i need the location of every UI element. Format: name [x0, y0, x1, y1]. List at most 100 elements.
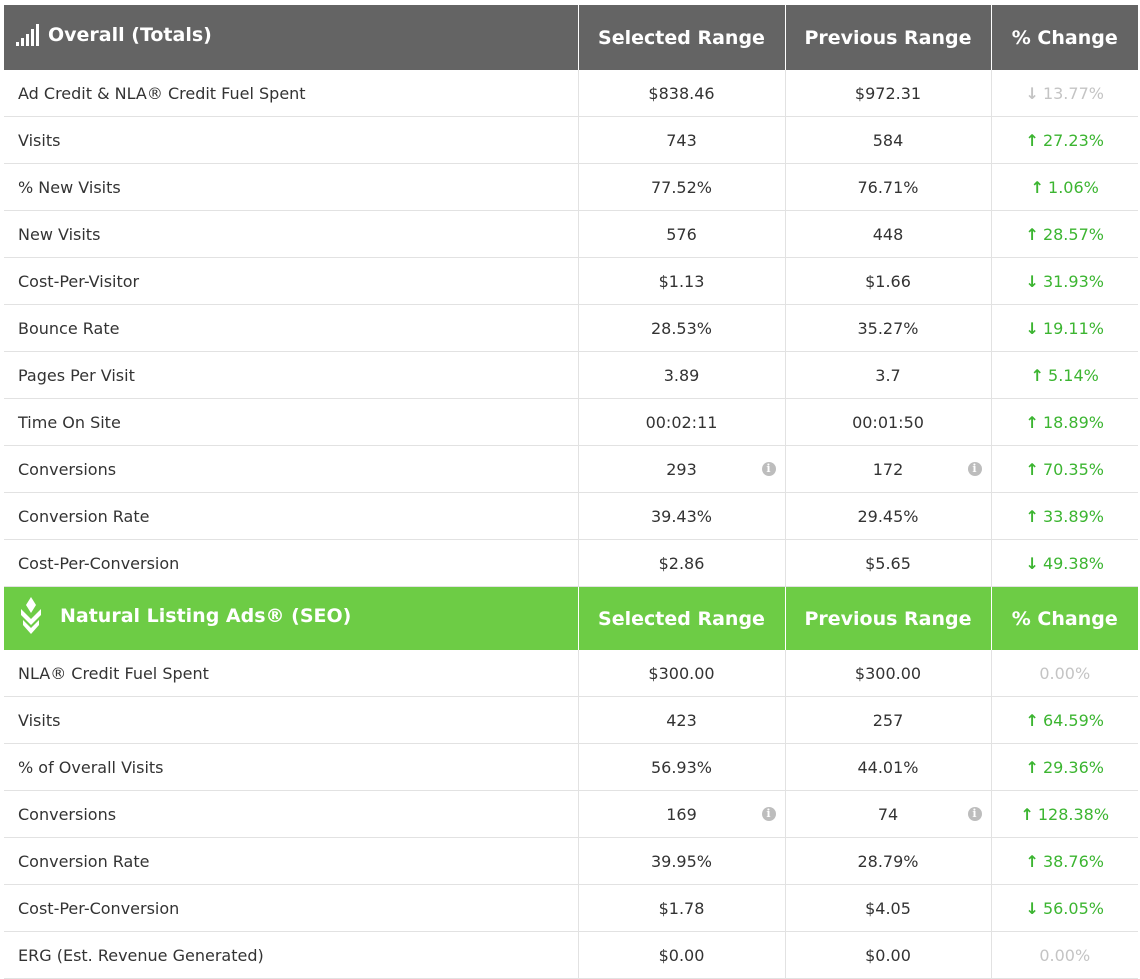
previous-value: $300.00	[854, 663, 922, 683]
info-icon[interactable]: i	[761, 462, 776, 476]
selected-value: 576	[666, 224, 697, 244]
change-indicator: ↓ 56.05%	[1026, 899, 1104, 918]
change-indicator: ↑ 5.14%	[1031, 366, 1099, 385]
arrow-up-icon: ↑	[1025, 710, 1039, 730]
change-cell: ↑ 27.23%	[990, 116, 1138, 164]
previous-value: $972.31	[854, 83, 922, 103]
selected-value: $300.00	[648, 663, 715, 683]
overall-title: Overall (Totals)	[48, 24, 212, 46]
selected-value: $838.46	[648, 83, 715, 103]
change-cell: ↑ 64.59%	[990, 696, 1138, 744]
selected-value: 39.95%	[650, 851, 712, 871]
table-row: Time On Site 00:02:11 00:01:50 ↑ 18.89%	[4, 398, 1138, 446]
arrow-down-icon: ↓	[1025, 271, 1039, 291]
metric-label: Visits	[4, 696, 578, 744]
selected-value-cell: $1.78	[577, 884, 785, 932]
selected-value: 423	[666, 710, 697, 730]
table-row: Bounce Rate 28.53% 35.27% ↓ 19.11%	[4, 304, 1138, 352]
metric-label: Time On Site	[4, 398, 578, 446]
change-indicator: ↑ 38.76%	[1026, 852, 1104, 871]
previous-value: 44.01%	[857, 757, 919, 777]
table-row: Cost-Per-Conversion $1.78 $4.05 ↓ 56.05%	[4, 884, 1138, 932]
metric-label: % New Visits	[4, 163, 578, 211]
metric-label: New Visits	[4, 210, 578, 258]
overall-change-header: % Change	[990, 5, 1138, 70]
change-indicator: ↑ 70.35%	[1026, 460, 1104, 479]
selected-value: 00:02:11	[645, 412, 718, 432]
change-indicator: ↓ 19.11%	[1026, 319, 1104, 338]
change-cell: ↓ 19.11%	[990, 304, 1138, 352]
previous-value-cell: 44.01%	[784, 743, 991, 791]
info-icon[interactable]: i	[967, 807, 982, 821]
metric-label: NLA® Credit Fuel Spent	[4, 650, 578, 697]
info-icon[interactable]: i	[967, 462, 982, 476]
selected-value-cell: $0.00	[577, 931, 785, 979]
change-cell: ↑ 128.38%	[990, 790, 1138, 838]
change-value: 70.35%	[1042, 459, 1104, 479]
selected-value-cell: 423	[577, 696, 785, 744]
metric-label: Cost-Per-Conversion	[4, 884, 578, 932]
change-value: 64.59%	[1042, 710, 1104, 730]
change-indicator: ↑ 33.89%	[1026, 507, 1104, 526]
arrow-up-icon: ↑	[1030, 365, 1045, 385]
selected-value-cell: 39.95%	[577, 837, 785, 885]
change-cell: ↑ 1.06%	[990, 163, 1138, 211]
arrow-up-icon: ↑	[1025, 224, 1039, 244]
overall-previous-range-header: Previous Range	[784, 5, 991, 70]
table-row: New Visits 576 448 ↑ 28.57%	[4, 210, 1138, 258]
change-cell: ↓ 49.38%	[990, 539, 1138, 587]
change-value: 5.14%	[1048, 365, 1099, 385]
table-row: Conversion Rate 39.43% 29.45% ↑ 33.89%	[4, 492, 1138, 540]
previous-value-cell: 584	[784, 116, 991, 164]
table-row: Conversions 293 i 172 i ↑ 70.35%	[4, 445, 1138, 493]
table-row: Conversions 169 i 74 i ↑ 128.38%	[4, 790, 1138, 838]
seo-title: Natural Listing Ads® (SEO)	[60, 605, 352, 627]
table-row: % of Overall Visits 56.93% 44.01% ↑ 29.36%	[4, 743, 1138, 791]
change-cell: ↓ 31.93%	[990, 257, 1138, 305]
selected-value-cell: 77.52%	[577, 163, 785, 211]
previous-value-cell: $4.05	[784, 884, 991, 932]
selected-value: 3.89	[663, 365, 700, 385]
change-indicator: ↑ 1.06%	[1031, 178, 1099, 197]
table-row: Ad Credit & NLA® Credit Fuel Spent $838.4…	[4, 70, 1138, 117]
previous-value-cell: $972.31	[784, 70, 991, 117]
change-cell: ↓ 56.05%	[990, 884, 1138, 932]
metric-label: Conversion Rate	[4, 837, 578, 885]
change-cell: ↑ 33.89%	[990, 492, 1138, 540]
selected-value: 77.52%	[650, 177, 712, 197]
selected-value-cell: 293 i	[577, 445, 785, 493]
overall-selected-range-header: Selected Range	[577, 5, 785, 70]
table-row: Cost-Per-Conversion $2.86 $5.65 ↓ 49.38%	[4, 539, 1138, 587]
metric-label: Cost-Per-Visitor	[4, 257, 578, 305]
metric-label: Bounce Rate	[4, 304, 578, 352]
previous-value-cell: $300.00	[784, 650, 991, 697]
metric-label: Cost-Per-Conversion	[4, 539, 578, 587]
change-value: 1.06%	[1048, 177, 1099, 197]
metric-label: Conversions	[4, 790, 578, 838]
previous-value-cell: 172 i	[784, 445, 991, 493]
selected-value: $1.13	[658, 271, 705, 291]
previous-value: 29.45%	[857, 506, 919, 526]
selected-value-cell: 39.43%	[577, 492, 785, 540]
previous-value-cell: $1.66	[784, 257, 991, 305]
info-icon[interactable]: i	[761, 807, 776, 821]
change-indicator: ↑ 27.23%	[1026, 131, 1104, 150]
selected-value-cell: $838.46	[577, 70, 785, 117]
overall-title-cell: Overall (Totals)	[4, 5, 578, 70]
metric-label: Conversions	[4, 445, 578, 493]
change-value: 13.77%	[1042, 83, 1104, 103]
previous-value: 448	[872, 224, 904, 244]
selected-value: 56.93%	[650, 757, 712, 777]
previous-value-cell: $0.00	[784, 931, 991, 979]
previous-value-cell: 76.71%	[784, 163, 991, 211]
change-value: 128.38%	[1037, 804, 1110, 824]
arrow-down-icon: ↓	[1025, 898, 1039, 918]
previous-value: 74	[877, 804, 899, 824]
change-indicator: ↓ 13.77%	[1026, 84, 1104, 103]
selected-value-cell: $2.86	[577, 539, 785, 587]
previous-value: 76.71%	[857, 177, 919, 197]
previous-value: 257	[872, 710, 904, 730]
change-cell: ↑ 38.76%	[990, 837, 1138, 885]
table-row: ERG (Est. Revenue Generated) $0.00 $0.00 0.…	[4, 931, 1138, 979]
metric-label: Ad Credit & NLA® Credit Fuel Spent	[4, 70, 578, 117]
